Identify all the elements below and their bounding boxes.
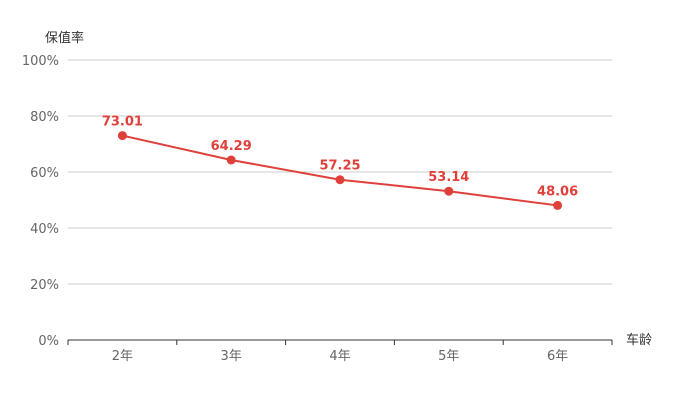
data-point xyxy=(117,131,127,141)
x-tick-label: 6年 xyxy=(547,349,568,364)
data-point xyxy=(553,200,563,210)
x-tick-labels: 2年 3年 4年 5年 6年 xyxy=(67,340,613,364)
x-axis-title: 车龄 xyxy=(626,332,652,348)
data-point xyxy=(226,155,236,165)
y-tick-label: 20% xyxy=(30,278,59,293)
data-labels: 73.01 64.29 57.25 53.14 48.06 xyxy=(102,115,578,200)
y-tick-label: 80% xyxy=(30,110,59,125)
x-tick-label: 4年 xyxy=(329,349,350,364)
y-tick-label: 40% xyxy=(30,222,59,237)
y-tick-label: 0% xyxy=(38,334,59,349)
y-gridlines xyxy=(68,59,612,285)
x-tick-label: 3年 xyxy=(221,349,242,364)
data-label: 48.06 xyxy=(537,184,578,199)
y-tick-label: 60% xyxy=(30,166,59,181)
data-label: 53.14 xyxy=(428,170,469,185)
data-label: 64.29 xyxy=(211,139,252,154)
data-label: 57.25 xyxy=(319,159,360,174)
data-point xyxy=(335,175,345,185)
y-axis-title: 保值率 xyxy=(45,30,84,46)
x-tick-label: 2年 xyxy=(112,349,133,364)
data-point xyxy=(444,186,454,196)
x-tick-label: 5年 xyxy=(438,349,459,364)
series-group xyxy=(117,131,563,210)
data-label: 73.01 xyxy=(102,115,143,130)
y-tick-label: 100% xyxy=(22,54,59,69)
y-tick-labels: 0% 20% 40% 60% 80% 100% xyxy=(22,54,59,349)
